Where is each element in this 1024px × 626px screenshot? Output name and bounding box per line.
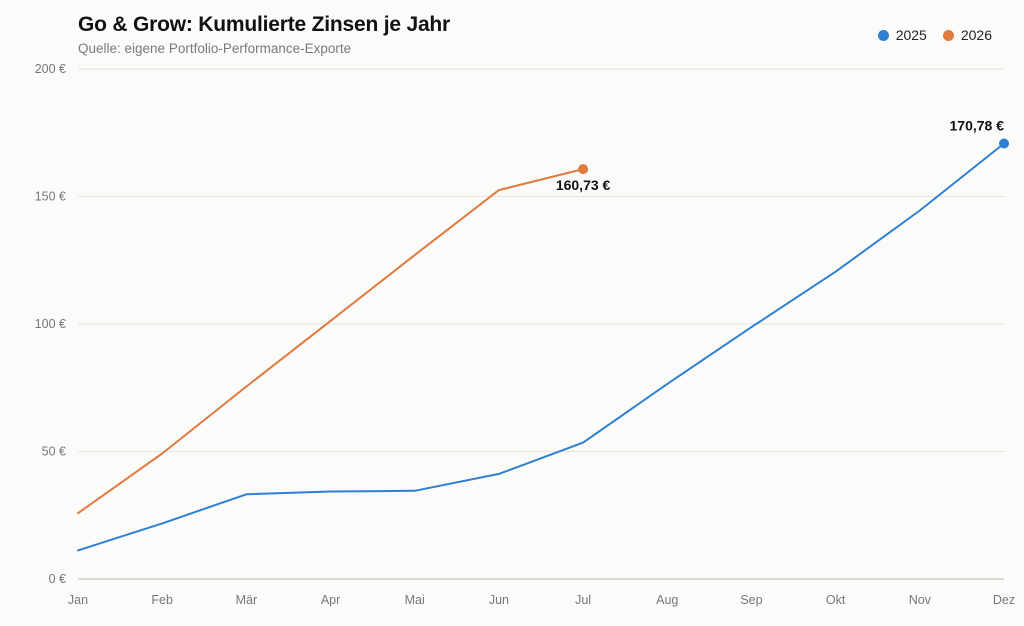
end-point-2026 [578, 164, 589, 175]
y-tick-label: 150 € [35, 190, 66, 204]
chart-subtitle: Quelle: eigene Portfolio-Performance-Exp… [78, 41, 352, 56]
legend: 2025 2026 [877, 27, 992, 43]
x-tick-label: Sep [740, 593, 762, 607]
y-tick-label: 0 € [49, 572, 66, 586]
end-value-label-2025: 170,78 € [950, 118, 1005, 134]
series-line-2026 [77, 168, 585, 515]
series-line-2025 [77, 142, 1005, 552]
legend-item-2025[interactable]: 2025 [877, 27, 927, 43]
legend-label-2026: 2026 [960, 27, 992, 43]
end-value-label-2026: 160,73 € [556, 177, 611, 193]
legend-marker-2025 [877, 29, 889, 41]
legend-item-2026[interactable]: 2026 [942, 27, 992, 43]
end-point-2025 [999, 138, 1009, 149]
x-tick-label: Dez [993, 593, 1015, 607]
x-tick-label: Aug [656, 593, 678, 607]
x-tick-label: Feb [151, 593, 173, 607]
legend-marker-2026 [942, 29, 954, 41]
x-tick-label: Mär [236, 593, 258, 607]
x-tick-label: Okt [826, 593, 846, 607]
x-tick-label: Jun [489, 593, 509, 607]
x-tick-label: Nov [909, 593, 932, 607]
x-tick-label: Apr [321, 593, 340, 607]
y-tick-label: 50 € [42, 445, 66, 459]
x-tick-label: Jan [68, 593, 88, 607]
y-tick-label: 100 € [35, 317, 66, 331]
x-tick-label: Jul [575, 593, 591, 607]
chart-title: Go & Grow: Kumulierte Zinsen je Jahr [78, 13, 451, 36]
y-tick-label: 200 € [35, 62, 66, 76]
legend-label-2025: 2025 [895, 27, 927, 43]
x-tick-label: Mai [405, 593, 425, 607]
